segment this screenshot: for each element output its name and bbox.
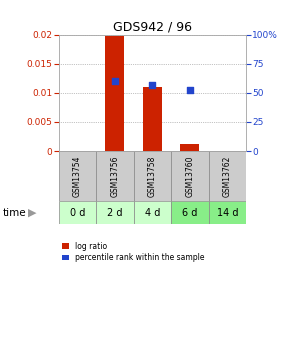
Bar [180,144,199,151]
Text: 0 d: 0 d [70,208,85,218]
Text: time: time [3,208,27,218]
Text: GSM13756: GSM13756 [110,155,119,197]
Text: 14 d: 14 d [217,208,238,218]
Bar [209,201,246,224]
Bar [171,151,209,201]
Title: GDS942 / 96: GDS942 / 96 [113,20,192,33]
Text: GSM13758: GSM13758 [148,155,157,197]
Point [113,78,117,84]
Bar [209,151,246,201]
Text: 2 d: 2 d [107,208,122,218]
Text: ▶: ▶ [28,208,36,218]
Text: GSM13754: GSM13754 [73,155,82,197]
Bar [134,201,171,224]
Text: 4 d: 4 d [145,208,160,218]
Bar [96,151,134,201]
Bar [59,151,96,201]
Legend: log ratio, percentile rank within the sample: log ratio, percentile rank within the sa… [62,242,204,262]
Text: GSM13760: GSM13760 [185,155,194,197]
Text: 6 d: 6 d [182,208,197,218]
Point [150,82,155,87]
Bar [171,201,209,224]
Bar [143,87,162,151]
Bar [105,36,124,151]
Bar [59,201,96,224]
Text: GSM13762: GSM13762 [223,155,232,197]
Bar [134,151,171,201]
Bar [96,201,134,224]
Point [188,88,192,93]
